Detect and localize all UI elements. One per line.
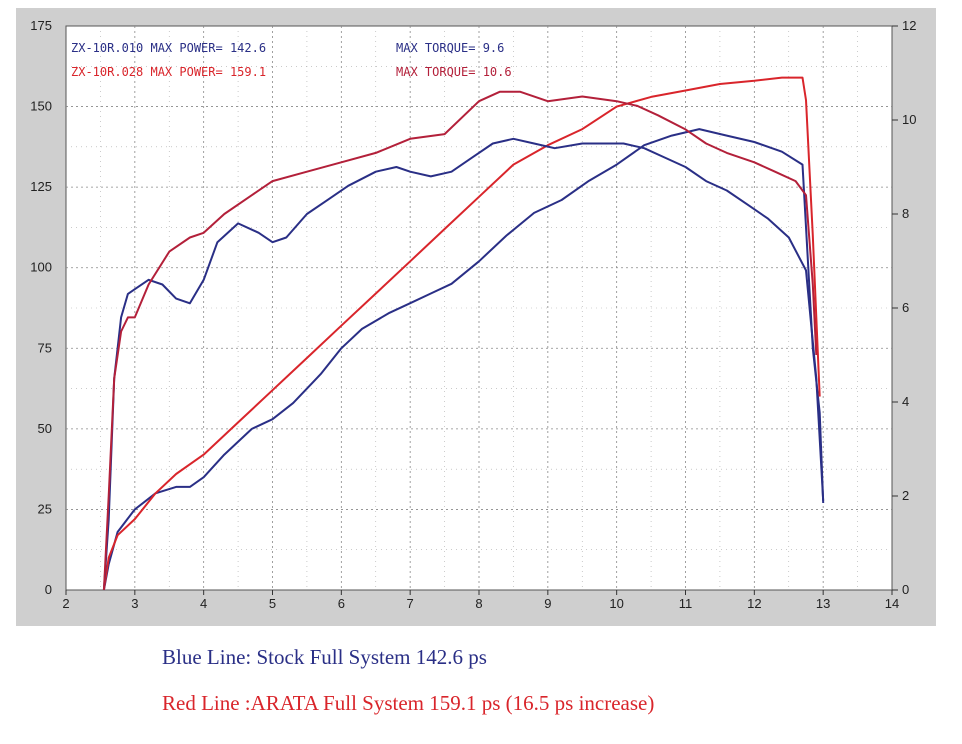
arata_power-line: [102, 76, 821, 591]
x-tick-label: 5: [269, 596, 276, 611]
y-right-tick-label: 2: [902, 488, 909, 503]
x-tick-labels: 2 3 4 5 6 7 8 9 10 11 12 13 14: [62, 590, 899, 611]
x-tick-label: 8: [475, 596, 482, 611]
y-left-tick-label: 75: [38, 340, 52, 355]
arata-caption: Red Line :ARATA Full System 159.1 ps (16…: [162, 691, 655, 715]
x-tick-label: 3: [131, 596, 138, 611]
y-left-tick-label: 125: [30, 179, 52, 194]
x-tick-label: 13: [816, 596, 830, 611]
grid-lines: [66, 26, 892, 590]
y-right-tick-label: 8: [902, 206, 909, 221]
y-left-tick-label: 25: [38, 501, 52, 516]
stock-caption: Blue Line: Stock Full System 142.6 ps: [162, 645, 487, 669]
y-left-tick-label: 150: [30, 99, 52, 114]
series-lines: [102, 76, 825, 591]
y-right-tick-label: 4: [902, 394, 909, 409]
x-tick-label: 2: [62, 596, 69, 611]
stock_power-annotation: ZX-10R.010 MAX POWER= 142.6: [71, 41, 266, 55]
x-tick-label: 9: [544, 596, 551, 611]
stock_torque-annotation: MAX TORQUE= 9.6: [396, 41, 504, 55]
y-left-tick-label: 100: [30, 260, 52, 275]
chart-annotations: ZX-10R.010 MAX POWER= 142.6 ZX-10R.028 MA…: [71, 41, 512, 79]
y-left-tick-label: 0: [45, 582, 52, 597]
x-tick-label: 11: [679, 596, 693, 611]
stock_power-line: [102, 128, 825, 591]
y-right-tick-label: 6: [902, 300, 909, 315]
x-tick-label: 7: [407, 596, 414, 611]
x-tick-label: 4: [200, 596, 207, 611]
stock_torque-line: [102, 137, 825, 591]
x-tick-label: 6: [338, 596, 345, 611]
x-tick-label: 14: [885, 596, 899, 611]
y-left-tick-labels: 0 25 50 75 100 125 150 175: [30, 18, 52, 597]
y-left-tick-label: 50: [38, 421, 52, 436]
y-right-tick-label: 12: [902, 18, 916, 33]
plot-area: [65, 25, 893, 591]
arata_torque-annotation: MAX TORQUE= 10.6: [396, 65, 512, 79]
y-left-tick-label: 175: [30, 18, 52, 33]
x-tick-label: 12: [747, 596, 761, 611]
arata_torque-line: [102, 90, 818, 591]
arata_power-annotation: ZX-10R.028 MAX POWER= 159.1: [71, 65, 266, 79]
x-tick-label: 10: [609, 596, 623, 611]
y-right-tick-labels: 0 2 4 6 8 10 12: [892, 18, 916, 597]
y-right-tick-label: 10: [902, 112, 916, 127]
chart-frame: 2 3 4 5 6 7 8 9 10 11 12 13 14 0 25 50 75 100 125 150 175 0…: [16, 8, 936, 626]
y-right-tick-label: 0: [902, 582, 909, 597]
